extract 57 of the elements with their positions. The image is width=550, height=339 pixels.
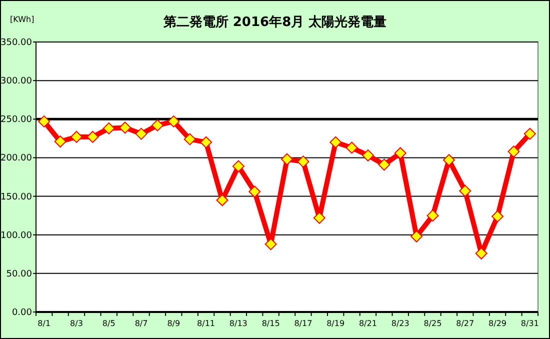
point (216, 194, 228, 206)
point (297, 156, 310, 168)
point (264, 238, 277, 250)
y-tick-label: 250.00 (0, 115, 32, 126)
point (281, 153, 293, 166)
point (442, 154, 455, 166)
point (38, 115, 50, 128)
point (330, 136, 342, 148)
y-tick-label: 300.00 (0, 76, 32, 87)
point (184, 133, 196, 146)
point (248, 186, 261, 198)
x-tick-label: 8/7 (134, 319, 148, 328)
x-tick-label: 8/3 (70, 319, 83, 328)
point (102, 122, 115, 134)
point (508, 146, 520, 158)
x-tick-label: 8/31 (520, 319, 539, 328)
y-tick-label: 150.00 (0, 192, 32, 202)
point (459, 184, 472, 197)
point (200, 136, 212, 148)
x-tick-label: 8/11 (197, 319, 216, 328)
point (86, 130, 99, 143)
point (475, 247, 488, 260)
chart-title: 第二発電所 2016年8月 太陽光発電量 (162, 14, 387, 30)
y-tick-label: 0.00 (12, 308, 32, 318)
point (151, 119, 164, 132)
x-tick-label: 8/5 (102, 319, 116, 328)
point (362, 149, 374, 162)
point (410, 230, 423, 242)
point (70, 130, 82, 143)
point (232, 160, 244, 172)
point (426, 210, 439, 222)
x-tick-label: 8/15 (262, 319, 280, 328)
x-tick-label: 8/1 (38, 319, 51, 328)
point (313, 212, 326, 224)
point (346, 142, 358, 154)
x-tick-label: 8/21 (358, 319, 377, 328)
x-tick-label: 8/13 (229, 319, 248, 328)
x-tick-label: 8/23 (391, 319, 410, 328)
point (168, 115, 180, 128)
x-tick-label: 8/19 (326, 319, 345, 328)
point (54, 136, 66, 148)
point (524, 128, 536, 140)
y-tick-label: 50.00 (6, 269, 32, 280)
x-tick-label: 8/17 (294, 319, 312, 328)
x-tick-label: 8/29 (488, 319, 506, 328)
y-tick-label: 200.00 (0, 154, 32, 164)
point (492, 210, 504, 222)
x-tick-label: 8/9 (167, 319, 180, 328)
point (135, 128, 148, 140)
point (119, 122, 132, 134)
point (394, 147, 406, 160)
y-tick-label: 350.00 (0, 38, 32, 48)
y-axis-title: [KWh] (10, 15, 34, 24)
x-tick-label: 8/27 (456, 319, 474, 328)
point (378, 158, 390, 171)
x-tick-label: 8/25 (424, 319, 442, 328)
y-tick-label: 100.00 (0, 230, 32, 241)
